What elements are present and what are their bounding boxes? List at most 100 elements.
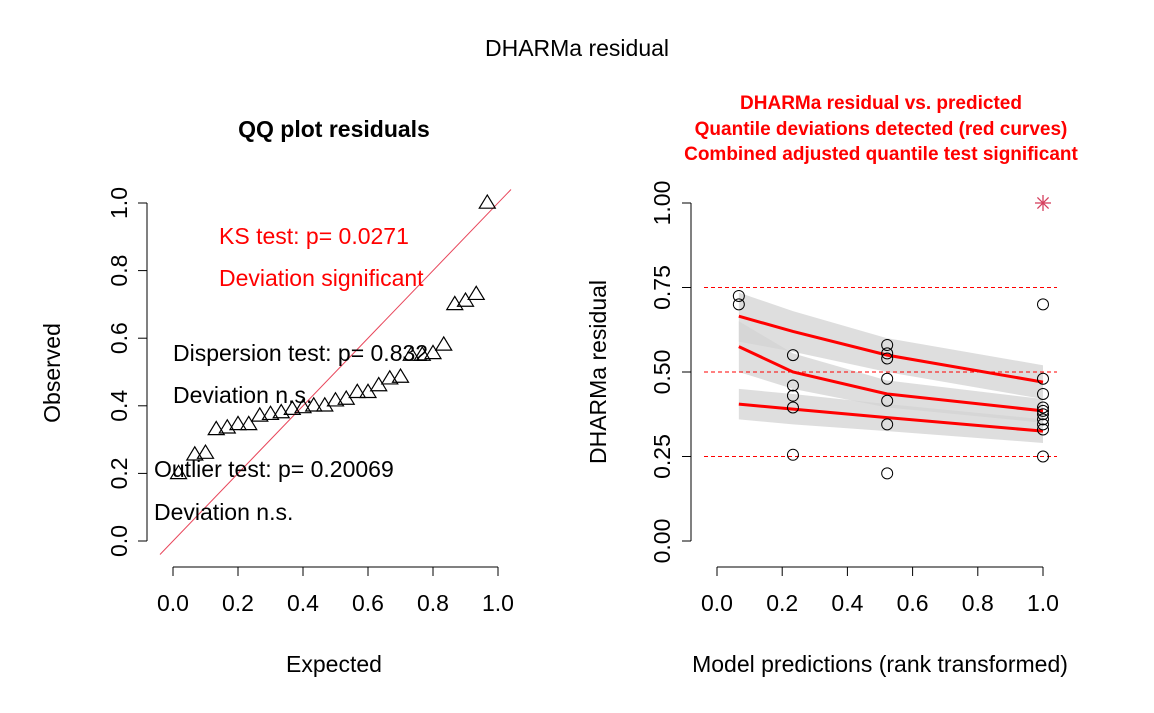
residual-y-tick-label: 1.00: [649, 181, 675, 226]
residual-y-tick-label: 0.25: [649, 434, 675, 479]
residual-point: [786, 349, 799, 362]
outlier-points: [1035, 195, 1051, 211]
ks-test-label: KS test: p= 0.0271: [219, 223, 409, 249]
outlier-stroke: [1036, 196, 1050, 210]
residual-point: [1037, 372, 1049, 385]
qq-point: [348, 383, 367, 399]
residual-point: [1037, 404, 1049, 417]
residual-title-line-1: DHARMa residual vs. predicted: [740, 93, 1022, 114]
qq-point: [380, 369, 399, 385]
page-title: DHARMa residual: [485, 35, 669, 61]
residual-point: [1037, 450, 1049, 463]
residual-y-tick-label: 0.00: [649, 519, 675, 564]
qq-point: [315, 396, 334, 412]
residual-point: [881, 372, 894, 385]
qq-plot-title: QQ plot residuals: [238, 116, 430, 142]
qq-point: [478, 193, 497, 209]
residual-point: [1037, 408, 1049, 421]
qq-x-tick-label: 0.6: [352, 590, 384, 616]
residual-point: [786, 389, 799, 402]
qq-point: [434, 335, 453, 351]
outlier-result-label: Deviation n.s.: [154, 499, 293, 525]
qq-point: [207, 420, 226, 436]
residual-title-line-2: Quantile deviations detected (red curves…: [695, 119, 1068, 140]
qq-reference-line-path: [159, 189, 512, 555]
residual-y-tick-label: 0.75: [649, 265, 675, 310]
residual-point: [881, 338, 894, 351]
qq-point: [402, 345, 421, 361]
residual-x-axis-label: Model predictions (rank transformed): [692, 651, 1068, 677]
qq-point: [239, 415, 258, 431]
qq-x-tick-label: 1.0: [482, 590, 514, 616]
residual-point: [1037, 387, 1049, 400]
qq-x-axis-label: Expected: [286, 651, 382, 677]
residual-point: [881, 347, 894, 360]
qq-axes: 0.0 0.2 0.4 0.6 0.8 1.0 0.0 0.2 0.4 0.6 0.8 1.0: [106, 187, 514, 616]
quantile-curve: [738, 345, 1044, 413]
residual-point: [881, 418, 894, 431]
qq-plot-panel: QQ plot residuals 0.0 0.2 0.4 0.6 0.8 1.00.00…: [39, 116, 514, 677]
qq-point: [445, 295, 464, 311]
residual-x-tick-label: 0.6: [897, 590, 929, 616]
residual-y-tick-label: 0.50: [649, 350, 675, 395]
reference-lines: [704, 287, 1057, 457]
outlier-test-label: Outlier test: p= 0.20069: [154, 456, 394, 482]
residual-axes: 0.0 0.2 0.4 0.6 0.8 1.0 0.00 0.25 0.50 0.75 1.00: [649, 181, 1059, 616]
residual-point: [1037, 413, 1049, 426]
qq-points: [169, 193, 497, 480]
qq-point: [391, 367, 410, 383]
dispersion-test-label: Dispersion test: p= 0.832: [173, 340, 428, 366]
residual-point: [1037, 423, 1049, 436]
qq-y-tick-label: 0.0: [106, 525, 132, 557]
residual-x-tick-label: 0.4: [831, 590, 863, 616]
qq-point: [423, 344, 443, 360]
residual-point: [881, 467, 894, 480]
quantile-band: [738, 388, 1043, 443]
residual-point: [786, 401, 799, 414]
qq-x-tick-label: 0.4: [287, 590, 319, 616]
residual-title-line-3: Combined adjusted quantile test signific…: [684, 144, 1078, 165]
residual-x-tick-label: 1.0: [1027, 590, 1059, 616]
qq-x-tick-label: 0.2: [222, 590, 254, 616]
qq-y-tick-label: 1.0: [106, 187, 132, 219]
residual-point: [786, 379, 799, 392]
residual-point: [1037, 418, 1049, 431]
ks-result-label: Deviation significant: [219, 265, 424, 291]
residual-y-axis-label: DHARMa residual: [585, 280, 611, 464]
residual-point: [786, 448, 799, 461]
qq-point: [185, 445, 204, 461]
qq-point: [326, 391, 345, 407]
qq-point: [169, 464, 188, 480]
residual-x-tick-label: 0.0: [701, 590, 733, 616]
residual-vs-predicted-panel: DHARMa residual vs. predicted Quantile d…: [585, 93, 1079, 677]
qq-y-tick-label: 0.2: [106, 457, 132, 489]
qq-y-axis-label: Observed: [39, 323, 65, 423]
residual-point: [732, 298, 745, 311]
residual-point: [732, 289, 745, 302]
qq-y-tick-label: 0.4: [106, 390, 132, 422]
residual-x-tick-label: 0.2: [766, 590, 798, 616]
qq-point: [283, 400, 302, 415]
dispersion-result-label: Deviation n.s.: [173, 382, 312, 408]
residual-point: [1037, 298, 1049, 311]
qq-x-tick-label: 0.8: [417, 590, 449, 616]
qq-x-tick-label: 0.0: [157, 590, 189, 616]
residual-points: [732, 289, 1049, 480]
qq-y-tick-label: 0.6: [106, 322, 132, 354]
residual-x-tick-label: 0.8: [962, 590, 994, 616]
quantile-band: [738, 321, 1043, 423]
quantile-curve: [738, 402, 1044, 433]
qq-point: [293, 398, 313, 414]
qq-point: [413, 345, 432, 361]
qq-point: [261, 405, 280, 421]
qq-point: [467, 285, 486, 301]
qq-point: [228, 415, 248, 431]
qq-point: [196, 443, 215, 459]
qq-y-tick-label: 0.8: [106, 255, 132, 287]
residual-point: [881, 352, 894, 365]
quantile-curve: [738, 314, 1044, 384]
qq-point: [250, 406, 269, 422]
qq-reference-line: [159, 189, 512, 555]
outlier-point: [1035, 195, 1051, 211]
